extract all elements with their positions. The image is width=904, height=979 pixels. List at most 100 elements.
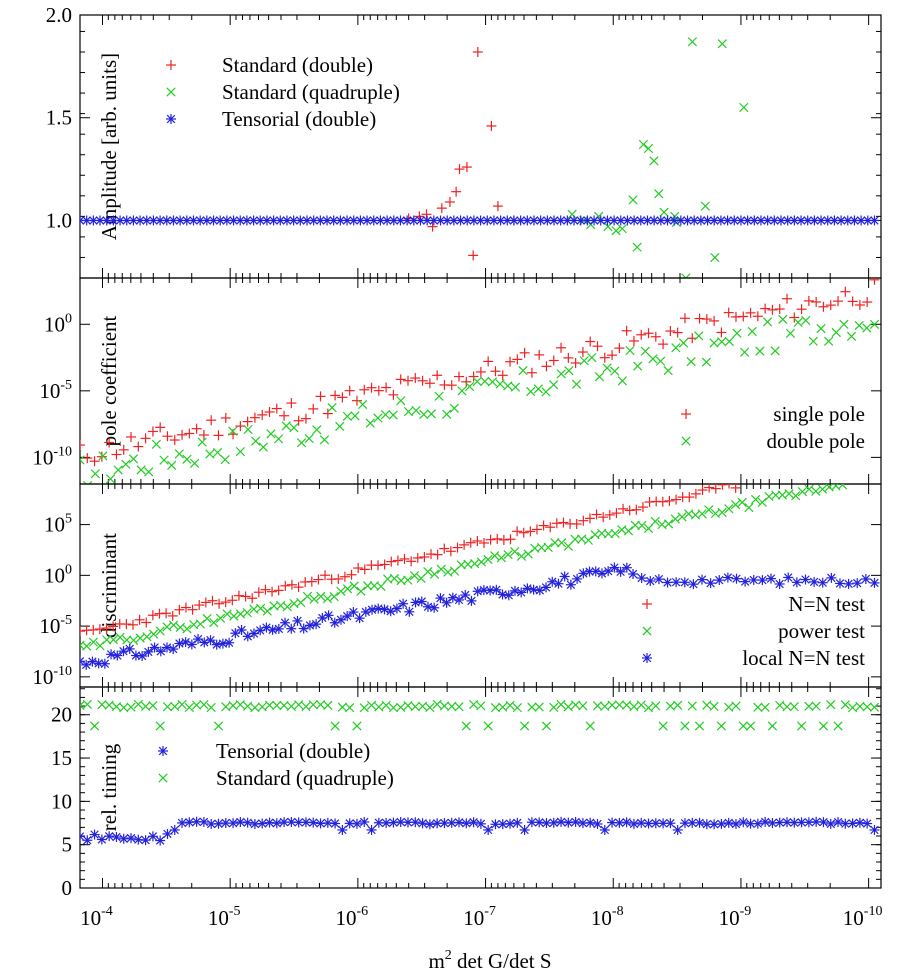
data-point	[724, 336, 734, 347]
data-point	[417, 818, 428, 829]
data-point	[233, 590, 244, 601]
data-point	[519, 721, 530, 731]
data-point	[825, 818, 836, 829]
data-point	[202, 613, 212, 624]
data-point	[294, 700, 304, 710]
data-point	[636, 573, 647, 584]
data-point	[464, 381, 475, 392]
data-point	[115, 632, 125, 642]
data-point	[329, 617, 340, 628]
data-point	[518, 365, 528, 376]
data-point	[235, 421, 246, 432]
data-point	[602, 215, 613, 226]
legend-label: single pole	[773, 402, 865, 426]
data-point	[447, 592, 458, 603]
data-point	[796, 721, 807, 731]
data-point	[180, 602, 191, 613]
data-point	[429, 602, 440, 613]
data-point	[831, 327, 841, 338]
data-point	[657, 496, 668, 507]
data-point	[409, 571, 420, 581]
data-point	[214, 598, 225, 609]
data-point	[404, 606, 415, 617]
data-point	[88, 637, 99, 647]
data-point	[432, 549, 443, 560]
data-point	[658, 339, 669, 350]
data-point	[140, 835, 151, 846]
data-point	[492, 533, 503, 544]
data-point	[257, 702, 267, 712]
data-point	[681, 273, 691, 278]
data-point	[490, 551, 500, 561]
data-point	[342, 584, 353, 594]
data-point	[264, 406, 275, 417]
data-point	[419, 552, 430, 563]
data-point	[419, 409, 429, 420]
data-point	[578, 701, 588, 711]
data-point	[649, 156, 659, 166]
data-point	[505, 356, 516, 367]
data-point	[396, 396, 406, 406]
data-point	[762, 317, 773, 327]
data-point	[665, 326, 676, 337]
data-point	[589, 215, 600, 226]
data-point	[444, 196, 455, 207]
data-point	[155, 422, 166, 433]
data-point	[744, 503, 754, 513]
data-point	[457, 386, 467, 396]
legend-marker	[166, 87, 176, 97]
data-point	[198, 430, 209, 441]
data-point	[847, 296, 858, 307]
data-point	[775, 700, 785, 711]
data-point	[140, 433, 151, 444]
data-point	[679, 313, 690, 324]
data-point	[591, 509, 602, 520]
data-point	[442, 409, 452, 419]
data-point	[399, 553, 410, 564]
data-point	[169, 620, 179, 630]
data-point	[731, 573, 742, 584]
data-point	[722, 572, 733, 583]
data-point	[126, 431, 137, 442]
data-point	[402, 817, 413, 828]
legend-marker	[681, 409, 691, 419]
data-point	[694, 721, 705, 731]
data-point	[672, 327, 683, 338]
data-point	[227, 595, 238, 606]
data-point	[111, 832, 122, 843]
data-point	[862, 323, 872, 333]
data-point	[435, 593, 446, 604]
data-point	[396, 702, 406, 712]
data-point	[505, 818, 516, 829]
data-point	[789, 312, 800, 323]
data-point	[251, 436, 261, 446]
data-point	[671, 494, 682, 505]
x-tick-label: 10-4	[80, 904, 113, 930]
data-point	[380, 410, 391, 420]
data-point	[220, 597, 231, 608]
data-point	[818, 301, 829, 312]
data-point	[854, 320, 864, 331]
legend-marker	[642, 599, 652, 609]
plot-area	[80, 37, 880, 278]
data-point	[854, 817, 865, 828]
data-point	[281, 215, 292, 226]
data-point	[247, 593, 258, 604]
data-point	[330, 390, 341, 401]
legend-label: Standard (quadruple)	[216, 766, 394, 790]
data-point	[704, 484, 715, 493]
data-point	[417, 375, 428, 386]
data-point	[535, 215, 546, 226]
data-point	[142, 632, 152, 642]
data-point	[466, 595, 477, 606]
data-point	[410, 373, 421, 384]
data-point	[155, 646, 166, 657]
data-point	[148, 629, 159, 639]
data-point	[548, 355, 559, 366]
data-point	[255, 603, 266, 613]
data-point	[184, 702, 194, 713]
data-point	[724, 484, 735, 489]
legend-label: local N=N test	[742, 646, 865, 670]
plot-area	[80, 484, 880, 670]
data-point	[439, 543, 450, 554]
